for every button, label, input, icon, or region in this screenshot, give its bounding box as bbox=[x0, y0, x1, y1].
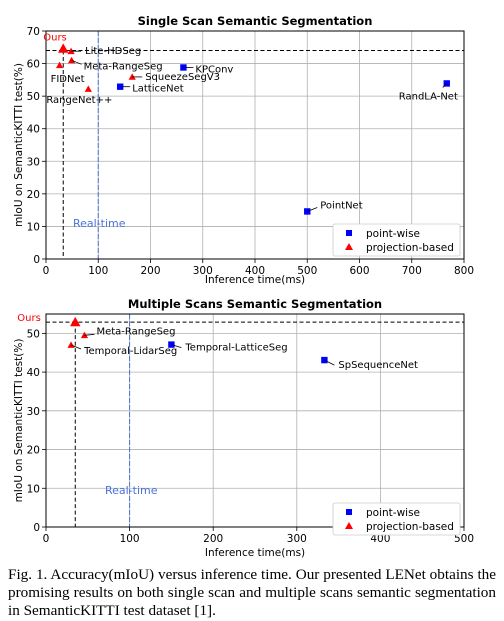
grid bbox=[45, 314, 465, 528]
leader-meta-rangeseg bbox=[84, 333, 95, 336]
plot-frame bbox=[45, 313, 465, 528]
leader-temporal-lidarseg bbox=[70, 344, 82, 350]
point-label-randla-net: RandLA-Net bbox=[399, 91, 458, 102]
x-tick-label: 100 bbox=[88, 265, 108, 277]
realtime-label: Real-time bbox=[73, 217, 126, 230]
reference-lines: Real-time bbox=[46, 31, 464, 259]
chart-title: Single Scan Semantic Segmentation bbox=[138, 14, 373, 28]
reference-lines: Real-time bbox=[46, 314, 464, 527]
x-tick-label: 300 bbox=[287, 533, 307, 545]
y-tick-label: 10 bbox=[27, 221, 40, 233]
y-tick-label: 70 bbox=[27, 26, 40, 38]
y-tick-label: 50 bbox=[27, 91, 40, 103]
data-points: KPConv LatticeNet RandLA-Net PointNet Ours Li… bbox=[43, 33, 458, 215]
x-tick-label: 200 bbox=[140, 265, 160, 277]
point-label-kpconv: KPConv bbox=[195, 64, 233, 75]
x-tick-label: 800 bbox=[454, 265, 474, 277]
point-ours bbox=[70, 316, 81, 327]
legend-marker-projection-based bbox=[345, 522, 353, 529]
point-label-temporal-lidarseg: Temporal-LidarSeg bbox=[83, 346, 177, 357]
point-label-lite-hdseg: Lite-HDSeg bbox=[85, 46, 141, 57]
chart-2: Multiple Scans Semantic Segmentation Real… bbox=[13, 297, 474, 559]
legend-label: point-wise bbox=[366, 228, 420, 240]
legend-label: projection-based bbox=[366, 242, 454, 254]
point-label-ours: Ours bbox=[43, 33, 67, 44]
y-tick-label: 30 bbox=[27, 406, 40, 418]
y-tick-label: 30 bbox=[27, 156, 40, 168]
x-tick-label: 600 bbox=[349, 265, 369, 277]
x-axis-label: Inference time(ms) bbox=[205, 547, 305, 559]
chart-title: Multiple Scans Semantic Segmentation bbox=[128, 297, 382, 311]
legend-marker-projection-based bbox=[345, 243, 353, 250]
x-tick-label: 500 bbox=[297, 265, 317, 277]
y-tick-label: 50 bbox=[27, 328, 40, 340]
legend-label: point-wise bbox=[366, 507, 420, 519]
legend-marker-point-wise bbox=[346, 509, 352, 515]
point-label-ours: Ours bbox=[17, 313, 41, 324]
point-ours bbox=[58, 43, 69, 53]
point-label-rangenet-: RangeNet++ bbox=[46, 95, 112, 106]
point-label-pointnet: PointNet bbox=[320, 200, 362, 211]
y-axis-label: mIoU on SemanticKITTI test(%) bbox=[13, 63, 25, 227]
point-label-fidnet: FIDNet bbox=[51, 74, 85, 85]
point-meta-rangeseg bbox=[68, 56, 76, 64]
point-fidnet bbox=[55, 61, 64, 69]
y-tick-label: 20 bbox=[27, 445, 40, 457]
legend: point-wise projection-based bbox=[332, 223, 461, 257]
ticks: 0 100 200 300 400 500 0 10 20 30 40 50 bbox=[27, 328, 474, 545]
data-points: Temporal-LatticeSeg SpSequenceNet Ours Meta… bbox=[17, 313, 418, 371]
figure: Single Scan Semantic Segmentation Real-ti… bbox=[13, 14, 474, 559]
y-tick-label: 40 bbox=[27, 124, 40, 136]
figure-caption: Fig. 1. Accuracy(mIoU) versus inference … bbox=[8, 566, 496, 619]
legend-label: projection-based bbox=[366, 521, 454, 533]
legend-box bbox=[332, 223, 461, 257]
point-rangenet- bbox=[84, 85, 92, 92]
y-tick-label: 0 bbox=[33, 254, 40, 266]
point-label-meta-rangeseg: Meta-RangeSeg bbox=[84, 61, 163, 72]
x-tick-label: 0 bbox=[43, 533, 50, 545]
point-label-temporal-latticeseg: Temporal-LatticeSeg bbox=[184, 343, 287, 354]
y-tick-label: 0 bbox=[33, 522, 40, 534]
realtime-label: Real-time bbox=[105, 484, 158, 497]
y-tick-label: 60 bbox=[27, 59, 40, 71]
x-tick-label: 400 bbox=[370, 533, 390, 545]
y-tick-label: 10 bbox=[27, 483, 40, 495]
x-tick-label: 0 bbox=[43, 265, 50, 277]
x-axis-label: Inference time(ms) bbox=[205, 274, 305, 286]
x-tick-label: 500 bbox=[454, 533, 474, 545]
ticks: 0 100 200 300 400 500 600 700 800 0 10 20 30 40 50 60 70 bbox=[27, 26, 474, 277]
point-temporal-lidarseg bbox=[67, 341, 75, 348]
point-label-latticenet: LatticeNet bbox=[132, 84, 184, 95]
x-tick-label: 400 bbox=[245, 265, 265, 277]
y-tick-label: 20 bbox=[27, 189, 40, 201]
x-tick-label: 300 bbox=[193, 265, 213, 277]
point-label-spsequencenet: SpSequenceNet bbox=[338, 360, 418, 371]
chart-1: Single Scan Semantic Segmentation Real-ti… bbox=[13, 14, 474, 286]
point-label-meta-rangeseg: Meta-RangeSeg bbox=[96, 326, 175, 337]
legend-marker-point-wise bbox=[346, 230, 352, 236]
x-tick-label: 200 bbox=[203, 533, 223, 545]
leader-pointnet bbox=[307, 207, 318, 212]
y-axis-label: mIoU on SemanticKITTI test(%) bbox=[13, 339, 25, 503]
y-tick-label: 40 bbox=[27, 367, 40, 379]
x-tick-label: 100 bbox=[120, 533, 140, 545]
legend: point-wise projection-based bbox=[332, 502, 461, 536]
leader-randla-net bbox=[442, 83, 448, 88]
x-tick-label: 700 bbox=[402, 265, 422, 277]
point-label-squeezesegv3: SqueezeSegV3 bbox=[145, 72, 220, 83]
leader-temporal-latticeseg bbox=[171, 344, 182, 348]
legend-box bbox=[332, 502, 461, 536]
leader-meta-rangeseg bbox=[71, 59, 82, 65]
leader-spsequencenet bbox=[324, 359, 335, 366]
